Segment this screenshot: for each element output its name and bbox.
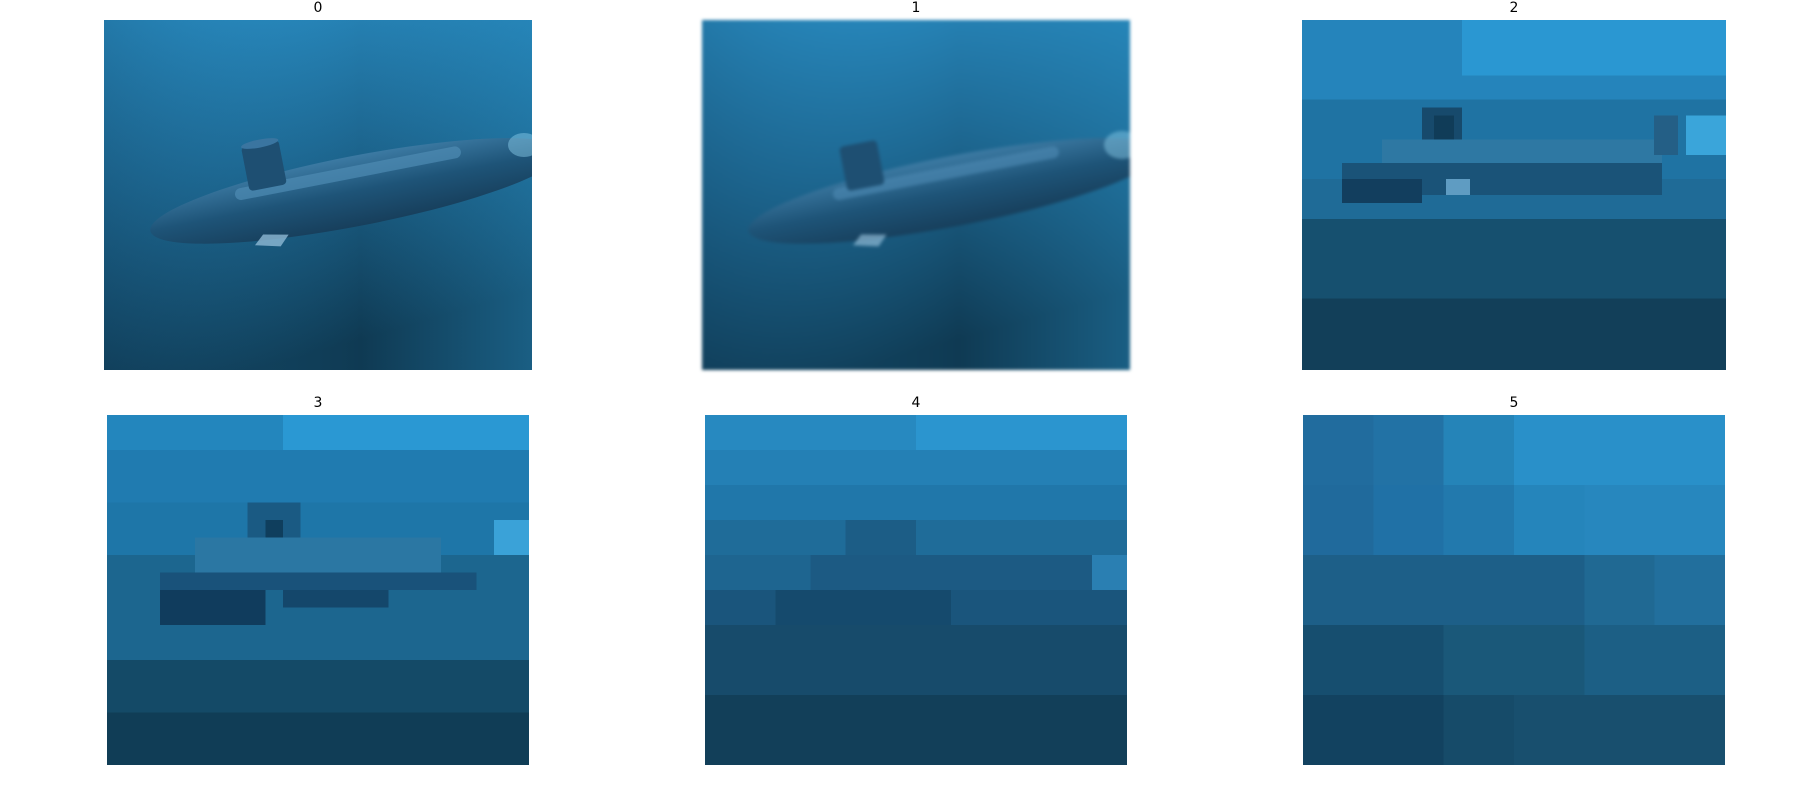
panel-title: 0 bbox=[313, 0, 323, 16]
panel-title: 4 bbox=[911, 395, 921, 411]
panel-4: 4 bbox=[705, 395, 1127, 765]
panel-title: 2 bbox=[1509, 0, 1519, 16]
submarine-image-original bbox=[104, 20, 532, 370]
panel-0: 0 bbox=[104, 0, 532, 372]
panel-title: 5 bbox=[1509, 395, 1519, 411]
panel-2: 2 bbox=[1302, 0, 1726, 372]
panel-title: 3 bbox=[313, 395, 323, 411]
submarine-image-pixelated-3 bbox=[107, 415, 529, 765]
panel-3: 3 bbox=[107, 395, 529, 765]
panel-1: 1 bbox=[702, 0, 1130, 372]
submarine-image-pixelated-2 bbox=[1302, 20, 1726, 370]
panel-5: 5 bbox=[1303, 395, 1725, 765]
submarine-image-blurred bbox=[702, 20, 1130, 370]
submarine-image-pixelated-4 bbox=[705, 415, 1127, 765]
panel-title: 1 bbox=[911, 0, 921, 16]
submarine-image-pixelated-5 bbox=[1303, 415, 1725, 765]
